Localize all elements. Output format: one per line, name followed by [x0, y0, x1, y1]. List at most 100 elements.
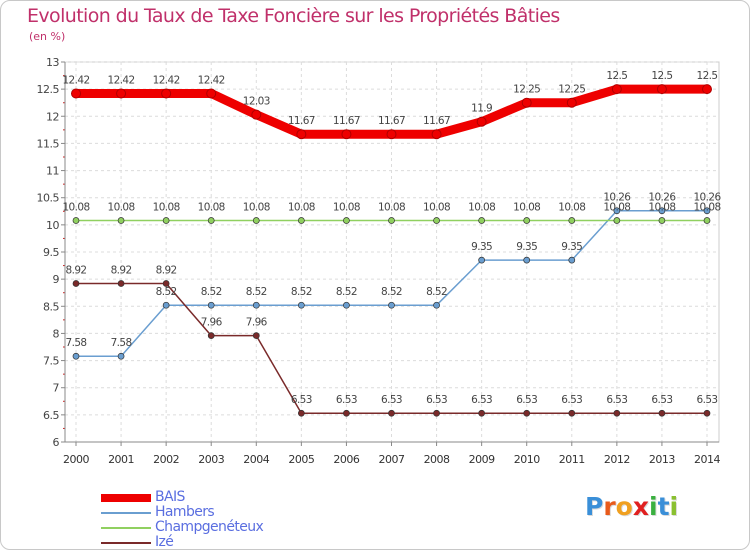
data-label: 6.53	[336, 394, 357, 406]
data-point	[207, 217, 215, 224]
x-tick-label: 2009	[469, 453, 495, 466]
data-label: 8.92	[111, 264, 132, 276]
data-point	[702, 84, 712, 95]
data-label: 6.53	[291, 394, 312, 406]
data-label: 11.67	[333, 115, 360, 127]
x-tick-label: 2013	[649, 453, 675, 466]
data-label: 7.58	[111, 337, 132, 349]
data-label: 6.53	[606, 394, 627, 406]
data-label: 7.58	[66, 337, 87, 349]
data-label: 12.42	[153, 74, 180, 86]
legend-swatch	[101, 494, 151, 502]
data-point	[162, 217, 170, 224]
y-tick-label: 9	[53, 273, 60, 286]
legend-label: BAIS	[155, 489, 185, 505]
data-label: 8.52	[426, 286, 447, 298]
logo-letter: P	[585, 492, 604, 521]
data-point	[162, 280, 170, 287]
data-label: 10.08	[243, 202, 270, 214]
data-label: 10.08	[108, 202, 135, 214]
data-point	[523, 256, 531, 264]
data-label: 9.35	[516, 241, 537, 253]
data-label: 10.08	[198, 202, 225, 214]
data-point	[117, 352, 125, 360]
logo-letter: r	[603, 492, 616, 521]
data-point	[296, 129, 307, 140]
logo-letter: i	[669, 492, 679, 521]
y-tick-label: 8	[53, 327, 60, 340]
legend-swatch	[101, 542, 151, 544]
data-label: 10.08	[693, 202, 720, 214]
y-tick-label: 7	[53, 382, 60, 395]
data-point	[207, 332, 215, 339]
data-label: 11.67	[423, 115, 450, 127]
proxiti-logo: Proxiti	[585, 492, 678, 521]
x-tick-label: 2007	[379, 453, 405, 466]
legend-label: Champgenéteux	[155, 519, 264, 535]
data-point	[162, 301, 170, 309]
data-label: 8.52	[381, 286, 402, 298]
data-point	[117, 217, 125, 224]
data-point	[568, 217, 576, 224]
data-label: 10.08	[603, 202, 630, 214]
x-tick-label: 2008	[424, 453, 450, 466]
data-point	[431, 129, 442, 140]
data-label: 6.53	[381, 394, 402, 406]
data-point	[568, 256, 576, 264]
data-point	[71, 88, 81, 99]
y-tick-label: 10.5	[37, 192, 60, 205]
x-tick-label: 2014	[694, 453, 720, 466]
data-point	[523, 217, 531, 224]
data-label: 10.26	[648, 192, 676, 204]
data-label: 8.52	[156, 286, 177, 298]
data-point	[298, 301, 305, 309]
y-tick-label: 13	[46, 56, 59, 69]
data-label: 10.26	[603, 192, 631, 204]
y-tick-label: 11.5	[37, 137, 60, 150]
data-label: 12.25	[513, 84, 540, 96]
data-point	[116, 88, 127, 99]
x-tick-label: 2004	[243, 453, 269, 466]
x-tick-label: 2006	[333, 453, 359, 466]
data-label: 10.08	[378, 202, 405, 214]
y-tick-label: 6	[53, 436, 60, 449]
data-label: 12.5	[651, 70, 672, 82]
logo-letter: t	[657, 492, 670, 521]
data-point	[341, 129, 352, 140]
data-point	[298, 217, 305, 224]
data-point	[613, 409, 621, 417]
data-point	[658, 207, 666, 215]
x-tick-label: 2005	[288, 453, 314, 466]
legend-swatch	[101, 512, 151, 514]
data-point	[72, 352, 80, 360]
data-label: 8.52	[246, 286, 267, 298]
y-tick-label: 10	[46, 219, 59, 232]
data-label: 10.08	[423, 202, 450, 214]
data-label: 6.53	[426, 394, 447, 406]
legend-swatch	[101, 527, 151, 529]
data-point	[613, 207, 621, 215]
data-point	[433, 301, 440, 309]
logo-letter: o	[615, 492, 633, 521]
y-tick-label: 9.5	[43, 246, 59, 259]
y-tick-label: 8.5	[43, 300, 59, 313]
y-tick-label: 12	[46, 110, 59, 123]
y-tick-label: 7.5	[43, 355, 59, 368]
data-point	[566, 97, 577, 108]
chart-title: Evolution du Taux de Taxe Foncière sur l…	[27, 5, 560, 27]
data-label: 11.67	[288, 115, 315, 127]
data-point	[206, 88, 217, 99]
data-label: 12.03	[243, 96, 270, 108]
data-label: 6.53	[697, 394, 718, 406]
logo-letter: x	[632, 492, 649, 521]
data-label: 10.08	[288, 202, 315, 214]
data-label: 7.96	[201, 317, 223, 329]
data-point	[611, 84, 622, 95]
data-point	[343, 217, 350, 224]
data-point	[521, 97, 532, 108]
chart-subtitle: (en %)	[29, 30, 66, 43]
data-point	[658, 217, 666, 224]
data-label: 12.42	[108, 74, 135, 86]
data-label: 6.53	[516, 394, 537, 406]
